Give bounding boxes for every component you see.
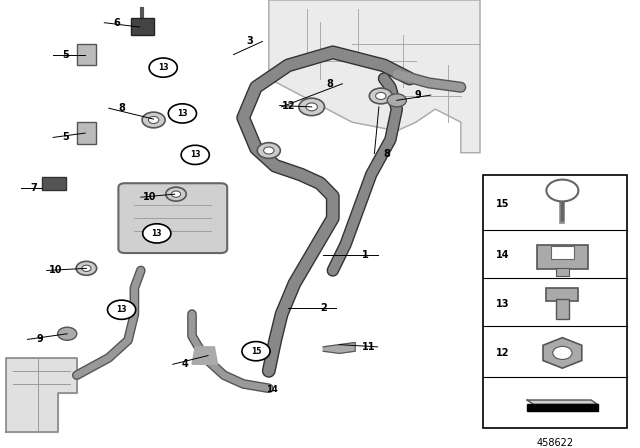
Bar [551, 246, 574, 259]
Bar [42, 177, 66, 190]
Circle shape [108, 300, 136, 319]
Circle shape [299, 98, 324, 116]
Text: 8: 8 [118, 103, 125, 113]
Circle shape [148, 116, 159, 124]
Text: 13: 13 [496, 298, 509, 309]
Text: 6: 6 [113, 17, 120, 28]
Text: 8: 8 [326, 79, 333, 89]
Text: 5: 5 [62, 50, 69, 60]
Text: 12: 12 [496, 348, 509, 358]
Text: 3: 3 [246, 36, 253, 47]
Polygon shape [192, 347, 218, 364]
Polygon shape [6, 358, 77, 432]
Circle shape [547, 180, 579, 202]
Circle shape [143, 224, 171, 243]
Circle shape [306, 103, 317, 111]
Text: 10: 10 [143, 192, 157, 202]
Circle shape [76, 261, 97, 275]
FancyBboxPatch shape [118, 183, 227, 253]
Text: 7: 7 [30, 183, 37, 193]
Bar [77, 122, 96, 144]
Circle shape [369, 88, 392, 104]
Text: 15: 15 [251, 347, 261, 356]
Bar [537, 245, 588, 268]
Text: 13: 13 [158, 63, 168, 72]
Text: 10: 10 [49, 266, 63, 276]
Circle shape [264, 147, 274, 154]
Text: 15: 15 [496, 198, 509, 209]
Text: 9: 9 [36, 334, 44, 345]
Bar [77, 43, 96, 65]
Text: 8: 8 [383, 149, 390, 159]
Text: 2: 2 [320, 302, 327, 313]
Circle shape [168, 104, 196, 123]
Text: 5: 5 [62, 133, 69, 142]
Circle shape [172, 191, 180, 197]
Polygon shape [323, 342, 355, 353]
Polygon shape [527, 405, 598, 411]
Text: 14: 14 [496, 250, 509, 260]
Text: 1: 1 [362, 250, 369, 260]
Text: 11: 11 [362, 342, 375, 352]
Circle shape [166, 187, 186, 201]
Text: 458622: 458622 [536, 439, 574, 448]
Circle shape [149, 58, 177, 77]
Circle shape [82, 265, 91, 271]
Circle shape [257, 142, 280, 158]
Text: 4: 4 [182, 359, 189, 369]
Bar [556, 268, 569, 276]
Polygon shape [527, 400, 598, 405]
FancyBboxPatch shape [483, 175, 627, 427]
Bar [131, 18, 154, 35]
Circle shape [142, 112, 165, 128]
Polygon shape [269, 0, 480, 153]
Circle shape [242, 342, 270, 361]
Circle shape [387, 94, 406, 107]
Text: 13: 13 [177, 109, 188, 118]
Bar [556, 299, 569, 319]
Bar [547, 289, 579, 302]
Circle shape [58, 327, 77, 340]
Circle shape [376, 92, 386, 99]
Text: 9: 9 [415, 90, 422, 100]
Text: 14: 14 [266, 385, 278, 394]
Circle shape [181, 145, 209, 164]
Text: 13: 13 [116, 305, 127, 314]
Text: 13: 13 [190, 151, 200, 159]
Text: 13: 13 [152, 229, 162, 238]
Circle shape [553, 346, 572, 359]
Text: 12: 12 [282, 101, 296, 111]
